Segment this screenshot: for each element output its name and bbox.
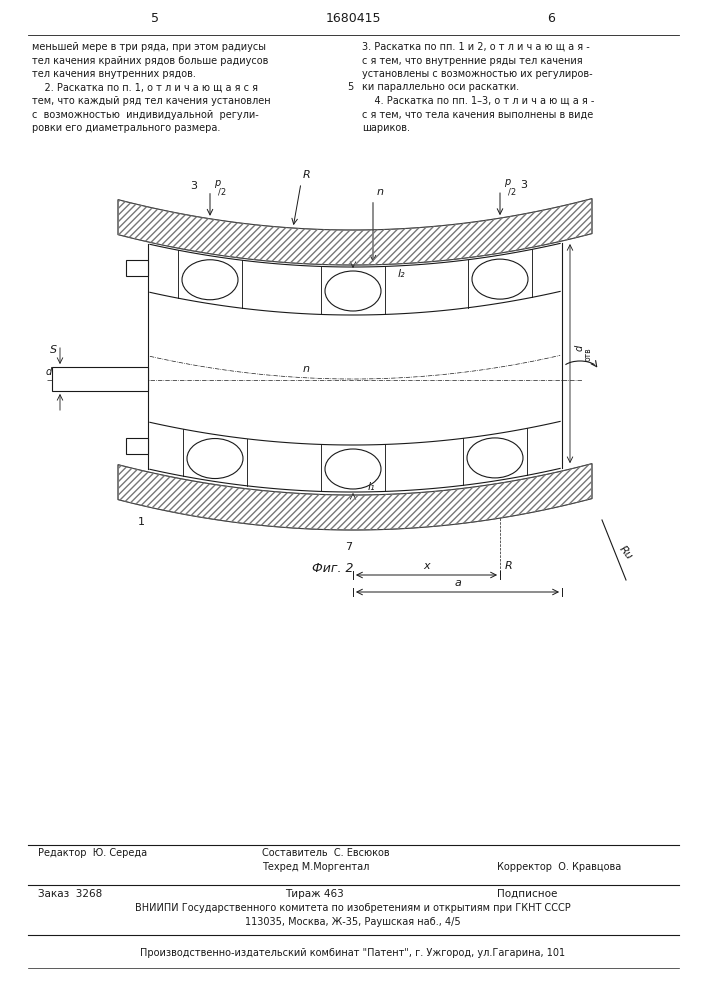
Text: Производственно-издательский комбинат "Патент", г. Ужгород, ул.Гагарина, 101: Производственно-издательский комбинат "П… bbox=[141, 948, 566, 958]
Text: /2: /2 bbox=[508, 187, 516, 196]
Text: Фиг. 2: Фиг. 2 bbox=[312, 562, 354, 575]
Text: тел качения крайних рядов больше радиусов: тел качения крайних рядов больше радиусо… bbox=[32, 55, 269, 66]
Text: p: p bbox=[214, 178, 221, 188]
Polygon shape bbox=[118, 199, 592, 265]
Ellipse shape bbox=[325, 271, 381, 311]
Text: Составитель  С. Евсюков: Составитель С. Евсюков bbox=[262, 848, 390, 858]
Text: p: p bbox=[504, 177, 510, 187]
Text: l₂: l₂ bbox=[398, 269, 406, 279]
Text: Редактор  Ю. Середа: Редактор Ю. Середа bbox=[38, 848, 147, 858]
Text: с я тем, что внутренние ряды тел качения: с я тем, что внутренние ряды тел качения bbox=[362, 55, 583, 66]
Text: a: a bbox=[454, 578, 461, 588]
Text: тел качения внутренних рядов.: тел качения внутренних рядов. bbox=[32, 69, 196, 79]
Text: d: d bbox=[575, 345, 585, 351]
Text: 6: 6 bbox=[547, 12, 555, 25]
Text: S: S bbox=[50, 345, 57, 355]
Text: 7: 7 bbox=[345, 542, 352, 552]
Text: Подписное: Подписное bbox=[497, 889, 557, 899]
Text: 3: 3 bbox=[190, 181, 197, 191]
Text: d: d bbox=[46, 367, 52, 377]
Ellipse shape bbox=[187, 439, 243, 479]
Text: 113035, Москва, Ж-35, Раушская наб., 4/5: 113035, Москва, Ж-35, Раушская наб., 4/5 bbox=[245, 917, 461, 927]
Ellipse shape bbox=[472, 259, 528, 299]
Ellipse shape bbox=[467, 438, 523, 478]
Text: 5: 5 bbox=[347, 83, 353, 93]
Text: тем, что каждый ряд тел качения установлен: тем, что каждый ряд тел качения установл… bbox=[32, 96, 271, 106]
Text: 5: 5 bbox=[151, 12, 159, 25]
Text: установлены с возможностью их регулиров-: установлены с возможностью их регулиров- bbox=[362, 69, 592, 79]
Text: 4. Раскатка по пп. 1–3, о т л и ч а ю щ а я -: 4. Раскатка по пп. 1–3, о т л и ч а ю щ … bbox=[362, 96, 595, 106]
Text: с  возможностью  индивидуальной  регули-: с возможностью индивидуальной регули- bbox=[32, 109, 259, 119]
Text: 1680415: 1680415 bbox=[325, 12, 381, 25]
Text: Техред М.Моргентал: Техред М.Моргентал bbox=[262, 862, 369, 872]
Bar bbox=[126, 438, 148, 454]
Ellipse shape bbox=[182, 260, 238, 300]
Text: Тираж 463: Тираж 463 bbox=[285, 889, 344, 899]
Text: Корректор  О. Кравцова: Корректор О. Кравцова bbox=[497, 862, 621, 872]
Text: Ru: Ru bbox=[617, 544, 634, 562]
Text: 3. Раскатка по пп. 1 и 2, о т л и ч а ю щ а я -: 3. Раскатка по пп. 1 и 2, о т л и ч а ю … bbox=[362, 42, 590, 52]
Text: /2: /2 bbox=[218, 188, 226, 197]
Text: l₁: l₁ bbox=[368, 482, 375, 492]
Text: 1: 1 bbox=[138, 517, 145, 527]
Text: x: x bbox=[423, 561, 430, 571]
Text: отв: отв bbox=[584, 347, 593, 361]
Text: ВНИИПИ Государственного комитета по изобретениям и открытиям при ГКНТ СССР: ВНИИПИ Государственного комитета по изоб… bbox=[135, 903, 571, 913]
Text: ки параллельно оси раскатки.: ки параллельно оси раскатки. bbox=[362, 83, 519, 93]
Text: R: R bbox=[303, 170, 311, 180]
Text: ровки его диаметрального размера.: ровки его диаметрального размера. bbox=[32, 123, 221, 133]
Text: меньшей мере в три ряда, при этом радиусы: меньшей мере в три ряда, при этом радиус… bbox=[32, 42, 266, 52]
Text: n: n bbox=[303, 364, 310, 374]
Text: 3: 3 bbox=[520, 180, 527, 190]
Bar bbox=[52, 367, 148, 391]
Ellipse shape bbox=[325, 449, 381, 489]
Text: шариков.: шариков. bbox=[362, 123, 410, 133]
Text: 2. Раскатка по п. 1, о т л и ч а ю щ а я с я: 2. Раскатка по п. 1, о т л и ч а ю щ а я… bbox=[32, 83, 258, 93]
Polygon shape bbox=[118, 464, 592, 530]
Text: R: R bbox=[505, 561, 513, 571]
Text: с я тем, что тела качения выполнены в виде: с я тем, что тела качения выполнены в ви… bbox=[362, 109, 593, 119]
Text: Заказ  3268: Заказ 3268 bbox=[38, 889, 103, 899]
Bar bbox=[126, 260, 148, 276]
Text: n: n bbox=[377, 187, 384, 197]
